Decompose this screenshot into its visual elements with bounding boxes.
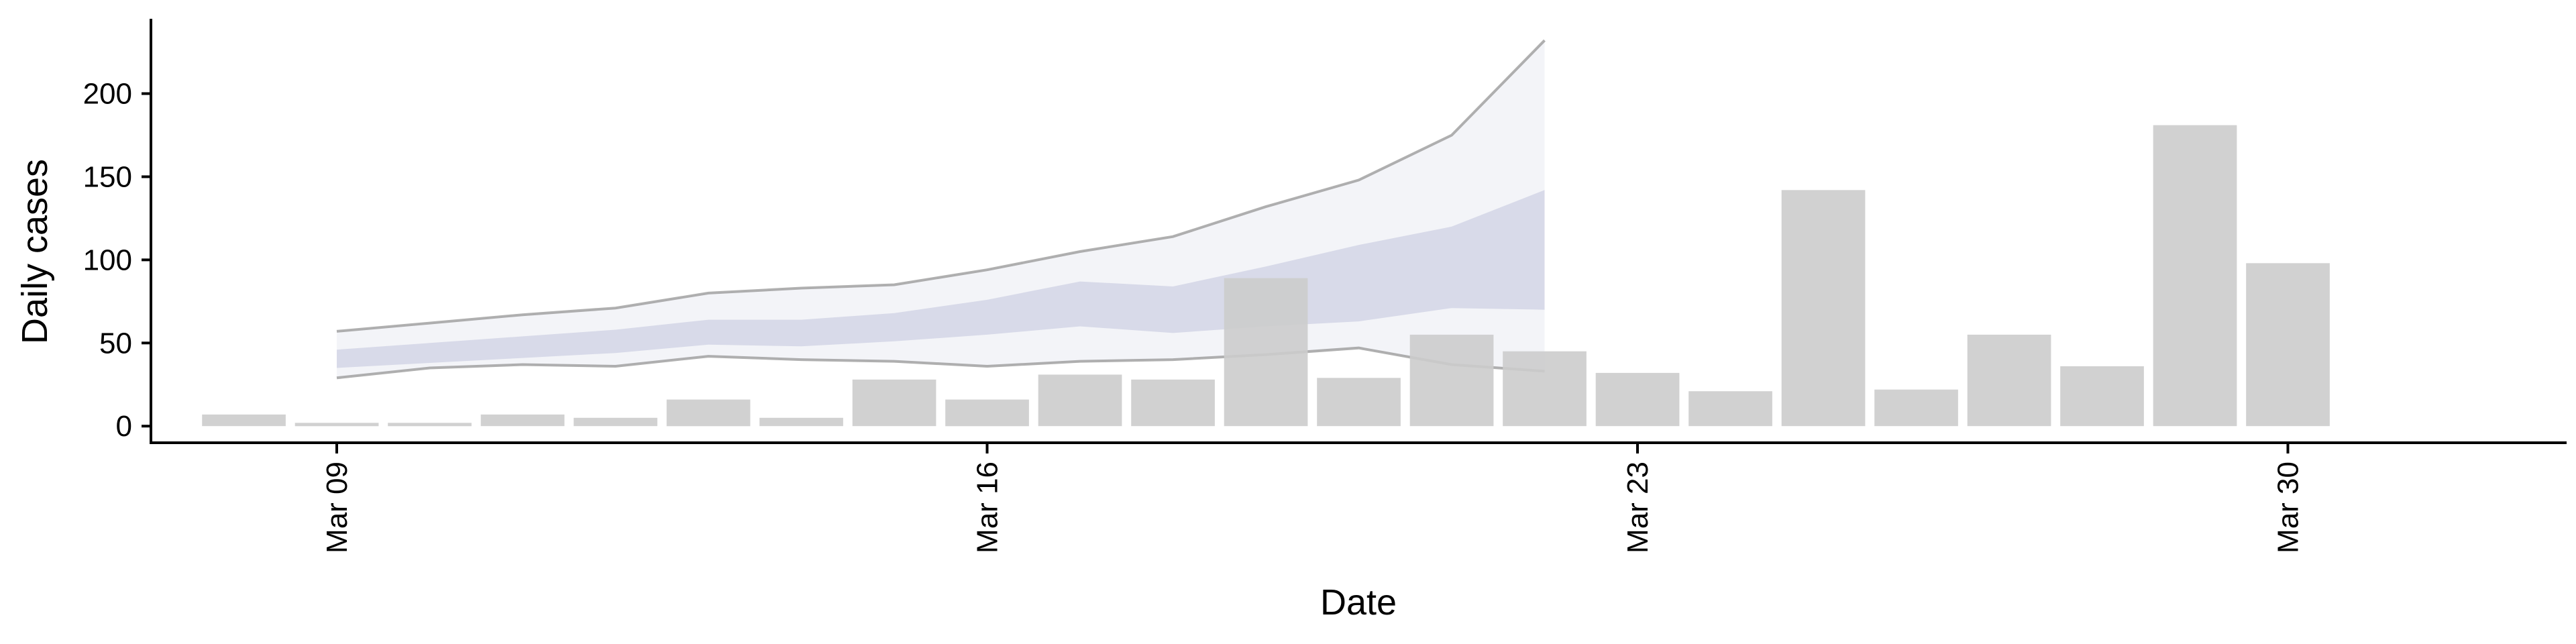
bar (1688, 391, 1772, 427)
upper-bound-line (336, 39, 1546, 333)
bar (2246, 263, 2330, 427)
bar (388, 423, 472, 427)
x-tick-label: Mar 09 (321, 462, 354, 553)
x-axis-title: Date (1320, 582, 1397, 623)
x-tick-label: Mar 23 (1621, 462, 1654, 553)
bar (1595, 372, 1680, 427)
bar (574, 417, 657, 427)
case-bars (202, 125, 2330, 427)
bar (1967, 334, 2051, 427)
bar (1317, 378, 1401, 427)
bar (294, 423, 379, 427)
bar (1038, 374, 1122, 427)
y-tick-label: 200 (83, 78, 132, 111)
bar (1224, 278, 1308, 427)
bar (1781, 190, 1866, 427)
y-tick-label: 100 (83, 244, 132, 276)
bar (202, 414, 286, 427)
x-ticks: Mar 09 Mar 16 Mar 23 Mar 30 (321, 443, 2305, 553)
y-tick-label: 0 (116, 410, 132, 443)
bar (2153, 125, 2237, 427)
x-tick-label: Mar 16 (971, 462, 1004, 553)
bar (666, 399, 751, 427)
axes (150, 19, 2567, 444)
estimate-bands (336, 39, 1546, 380)
y-tick-label: 150 (83, 160, 132, 193)
lower-bound-line (336, 346, 1545, 380)
bar (1131, 379, 1215, 427)
bar (852, 379, 936, 427)
y-axis-title: Daily cases (15, 159, 55, 344)
bar (1503, 351, 1587, 427)
bar (2060, 366, 2144, 427)
y-ticks: 0 50 100 150 200 (83, 78, 151, 443)
bar (480, 414, 565, 427)
bar (759, 417, 843, 427)
x-tick-label: Mar 30 (2272, 462, 2305, 553)
bar (945, 399, 1029, 427)
bar (1874, 389, 1958, 427)
y-tick-label: 50 (99, 327, 132, 360)
bar (1409, 334, 1494, 427)
